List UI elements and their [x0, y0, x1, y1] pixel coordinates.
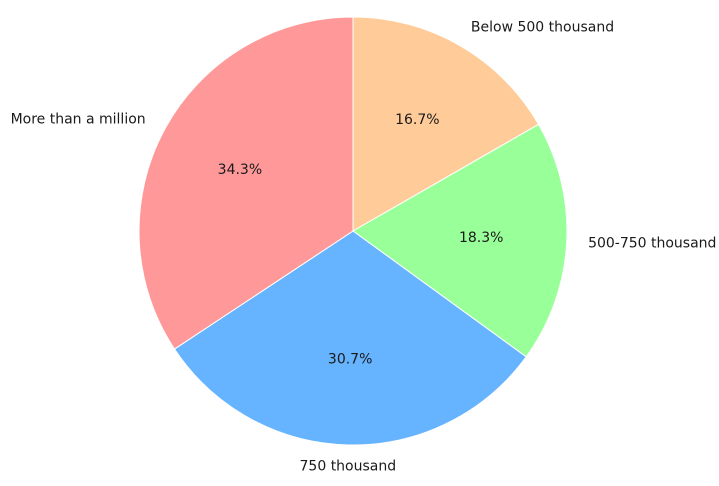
percent-labels: 16.7% 18.3% 30.7% 34.3%: [218, 112, 504, 367]
pie-slice-more-than-a-million: [138, 16, 354, 350]
category-label-more-than-a-million: More than a million: [11, 112, 146, 128]
category-label-500-750-thousand: 500-750 thousand: [588, 236, 716, 252]
percent-label-500-750-thousand: 18.3%: [459, 230, 503, 246]
category-labels: Below 500 thousand 500-750 thousand 750 th…: [11, 19, 717, 474]
pie-slices: [138, 16, 568, 446]
pie-slice-below-500-thousand: [352, 16, 540, 232]
category-label-below-500-thousand: Below 500 thousand: [471, 19, 614, 35]
percent-label-below-500-thousand: 16.7%: [395, 112, 439, 128]
percent-label-750-thousand: 30.7%: [328, 351, 372, 367]
pie-slice-500-750-thousand: [352, 123, 568, 358]
pie-slice-750-thousand: [174, 230, 527, 446]
category-label-750-thousand: 750 thousand: [300, 458, 397, 474]
percent-label-more-than-a-million: 34.3%: [218, 162, 262, 178]
